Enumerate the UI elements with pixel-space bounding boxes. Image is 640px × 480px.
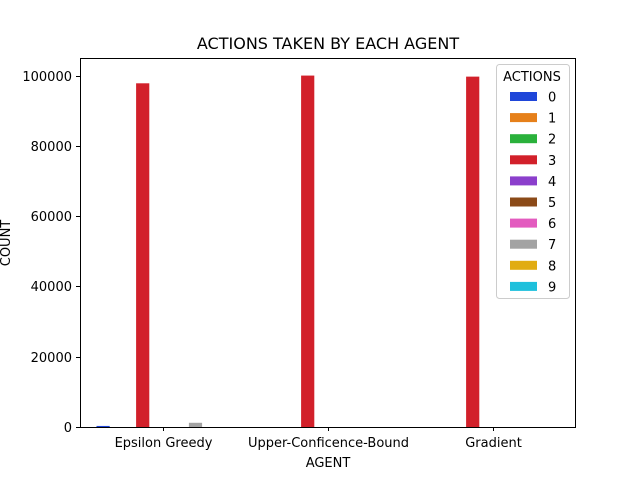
- x-axis-label: AGENT: [306, 456, 351, 471]
- x-tick-label: Upper-Conficence-Bound: [248, 436, 409, 451]
- legend-swatch-3: [510, 155, 537, 165]
- legend-title: ACTIONS: [503, 70, 561, 85]
- legend-swatch-2: [510, 134, 537, 144]
- legend-label: 2: [548, 133, 556, 148]
- y-tick-label: 60000: [31, 210, 72, 225]
- y-axis-label: COUNT: [0, 220, 14, 267]
- legend-label: 0: [548, 91, 556, 106]
- bar-action-3-1: [301, 75, 315, 428]
- plot-frame: [80, 58, 576, 428]
- bar-action-3-0: [136, 83, 150, 427]
- legend-swatch-7: [510, 239, 537, 249]
- legend-swatch-1: [510, 113, 537, 123]
- x-tick-label: Gradient: [465, 436, 522, 451]
- y-tick-label: 40000: [31, 280, 72, 295]
- chart-title: ACTIONS TAKEN BY EACH AGENT: [197, 34, 459, 53]
- legend-label: 3: [548, 154, 556, 169]
- y-axis: 0 20000 40000 60000 80000 100000: [22, 70, 80, 436]
- legend-label: 5: [548, 196, 556, 211]
- legend-label: 4: [548, 175, 556, 190]
- y-tick-label: 100000: [22, 70, 72, 85]
- legend-label: 8: [548, 259, 556, 274]
- y-tick-label: 0: [64, 421, 72, 436]
- plot-area: 0 20000 40000 60000 80000 100000 Epsilon Gree…: [22, 58, 576, 451]
- x-axis: Epsilon Greedy Upper-Conficence-Bound Grad…: [115, 427, 522, 451]
- legend-items: 0 1 2 3 4 5 6 7 8 9: [510, 91, 556, 295]
- legend-swatch-5: [510, 197, 537, 207]
- legend-label: 9: [548, 280, 556, 295]
- legend-swatch-4: [510, 176, 537, 186]
- legend-swatch-0: [510, 92, 537, 101]
- legend-swatch-6: [510, 218, 537, 228]
- legend-label: 6: [548, 217, 556, 232]
- bar-action-7-0: [188, 422, 203, 427]
- x-tick-label: Epsilon Greedy: [115, 436, 213, 451]
- bar-action-3-2: [466, 76, 480, 427]
- legend: ACTIONS 0 1 2 3 4 5 6 7 8 9: [496, 64, 570, 299]
- y-tick-label: 20000: [31, 351, 72, 366]
- legend-swatch-8: [510, 260, 537, 270]
- legend-swatch-9: [510, 281, 537, 291]
- legend-label: 1: [548, 112, 556, 127]
- legend-label: 7: [548, 238, 556, 253]
- bars-group: [96, 75, 480, 428]
- bar-action-0-0: [96, 425, 110, 427]
- y-tick-label: 80000: [31, 140, 72, 155]
